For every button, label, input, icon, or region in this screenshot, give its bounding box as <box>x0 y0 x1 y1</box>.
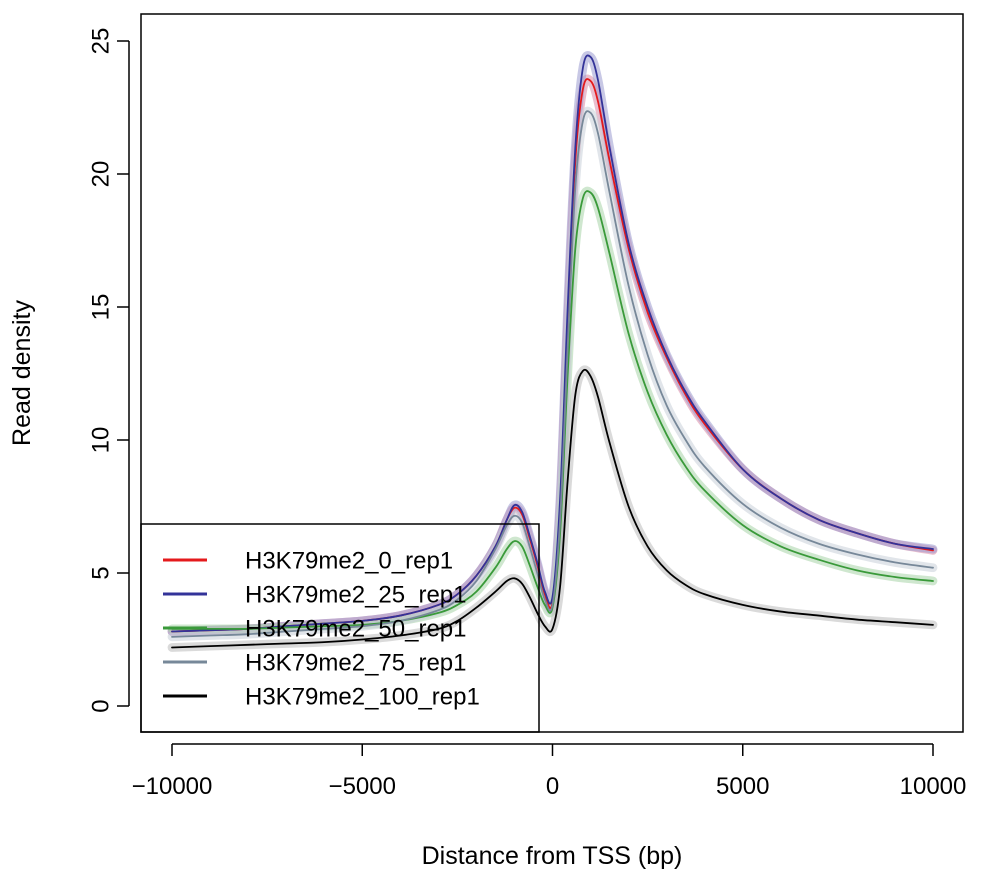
y-tick-label-3: 15 <box>87 294 114 321</box>
x-axis: −10000 −5000 0 5000 10000 <box>132 743 967 800</box>
series-line-4 <box>171 368 934 649</box>
series-line-3 <box>171 110 934 638</box>
legend-label-4: H3K79me2_100_rep1 <box>245 683 480 710</box>
y-tick-label-4: 20 <box>87 161 114 188</box>
legend: H3K79me2_0_rep1 H3K79me2_25_rep1 H3K79me2_… <box>140 523 540 733</box>
series-line-1 <box>171 54 934 633</box>
x-tick-label-2: 0 <box>546 773 559 800</box>
legend-label-1: H3K79me2_25_rep1 <box>245 581 467 608</box>
y-axis: 0 5 10 15 20 25 <box>87 28 130 713</box>
legend-box <box>140 523 540 733</box>
y-tick-label-5: 25 <box>87 28 114 55</box>
legend-label-2: H3K79me2_50_rep1 <box>245 615 467 642</box>
y-tick-label-2: 10 <box>87 427 114 454</box>
y-tick-label-1: 5 <box>87 566 114 579</box>
x-tick-label-4: 10000 <box>900 773 967 800</box>
legend-label-3: H3K79me2_75_rep1 <box>245 649 467 676</box>
y-tick-label-0: 0 <box>87 699 114 712</box>
legend-label-0: H3K79me2_0_rep1 <box>245 547 453 574</box>
x-tick-label-3: 5000 <box>716 773 769 800</box>
series-lines <box>171 54 934 649</box>
y-axis-title: Read density <box>8 300 36 446</box>
x-axis-title: Distance from TSS (bp) <box>422 842 683 870</box>
x-tick-label-0: −10000 <box>132 773 213 800</box>
plot-frame <box>140 13 964 733</box>
x-tick-label-1: −5000 <box>329 773 396 800</box>
